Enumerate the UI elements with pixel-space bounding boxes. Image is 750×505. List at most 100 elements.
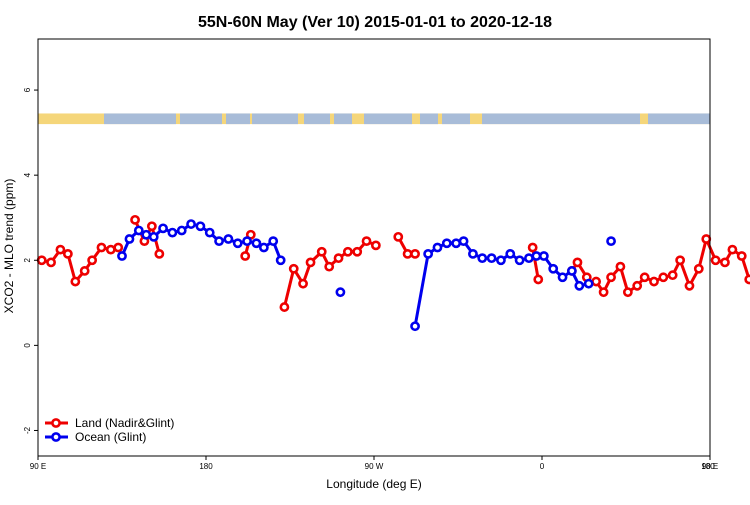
data-point [514,255,525,266]
data-point [96,242,107,253]
data-point [432,242,443,253]
data-point [606,272,616,283]
strip-ocean-segment [482,113,640,125]
legend-label: Land (Nadir&Glint) [75,416,174,430]
data-point [524,253,534,264]
data-point [548,263,559,274]
strip-ocean-segment [648,113,710,125]
data-point [710,255,721,266]
data-point [632,280,643,291]
data-point [727,244,738,255]
strip-ocean-segment [180,113,222,125]
data-point [240,251,251,261]
y-tick-label: 6 [23,87,32,92]
strip-ocean-segment [104,113,176,125]
data-point [186,219,196,229]
data-point [324,261,335,272]
data-point [141,229,152,240]
data-point [533,274,544,285]
y-tick-label: -2 [23,426,32,434]
data-point [701,234,712,244]
data-point [113,242,124,253]
x-axis-label: Longitude (deg E) [326,477,421,491]
data-point [117,251,127,261]
data-point [46,257,56,268]
data-point [176,225,187,236]
y-tick-label: 2 [23,257,32,262]
legend-marker [51,432,61,442]
chart-title: 55N-60N May (Ver 10) 2015-01-01 to 2020-… [198,14,552,31]
legend-marker [51,418,61,428]
data-point [298,278,308,289]
strip-ocean-segment [304,113,330,125]
data-point [423,248,434,259]
series-1 [117,219,616,332]
data-point [146,221,157,232]
data-point [223,234,234,244]
data-point [316,246,327,257]
data-point [279,302,290,312]
data-point [79,266,90,276]
series-layer [36,214,750,332]
strip-ocean-segment [420,113,438,125]
data-point [486,253,497,264]
data-point [720,257,730,268]
series-line-segment [282,239,377,308]
data-point [342,246,353,257]
data-point [477,253,488,264]
data-point [591,276,602,287]
data-point [130,214,140,225]
data-point [154,248,165,259]
data-point [667,270,678,281]
data-point [527,242,538,253]
data-point [133,225,144,236]
data-point [158,223,168,234]
data-point [531,251,542,261]
data-point [36,255,47,266]
data-point [393,231,404,242]
data-point [62,248,73,259]
data-point [55,244,66,255]
legend-item: Ocean (Glint) [45,430,146,444]
series-0 [36,214,750,312]
strip-ocean-segment [364,113,412,125]
data-point [598,287,609,298]
data-point [124,234,135,244]
data-point [441,238,452,249]
data-point [242,236,252,247]
data-point [675,255,686,266]
data-point [658,272,669,283]
data-point [167,227,178,238]
data-point [572,257,583,268]
data-point [87,255,98,266]
series-line-segment [413,239,590,327]
strip-ocean-segment [334,113,352,125]
data-point [736,251,747,261]
data-point [649,276,659,287]
x-tick-label: 90 E [702,462,718,471]
data-point [496,255,506,266]
data-point [268,236,279,247]
land-ocean-strip [38,113,710,125]
strip-ocean-segment [442,113,470,125]
x-tick-label-top: 180 [701,462,715,471]
data-point [451,238,462,249]
y-tick-label: 0 [23,343,32,348]
data-point [622,287,633,298]
data-point [583,278,594,289]
data-point [333,253,344,264]
strip-ocean-segment [226,113,250,125]
x-tick-label: 180 [199,462,213,471]
data-point [505,248,516,259]
data-point [335,287,346,298]
data-point [574,280,585,291]
data-point [468,248,478,259]
data-point [275,255,286,266]
data-point [566,266,577,276]
y-tick-label: 4 [23,172,32,177]
x-tick-label: 90 E [30,462,46,471]
data-point [288,263,299,274]
data-point [214,236,224,247]
data-point [684,280,695,291]
